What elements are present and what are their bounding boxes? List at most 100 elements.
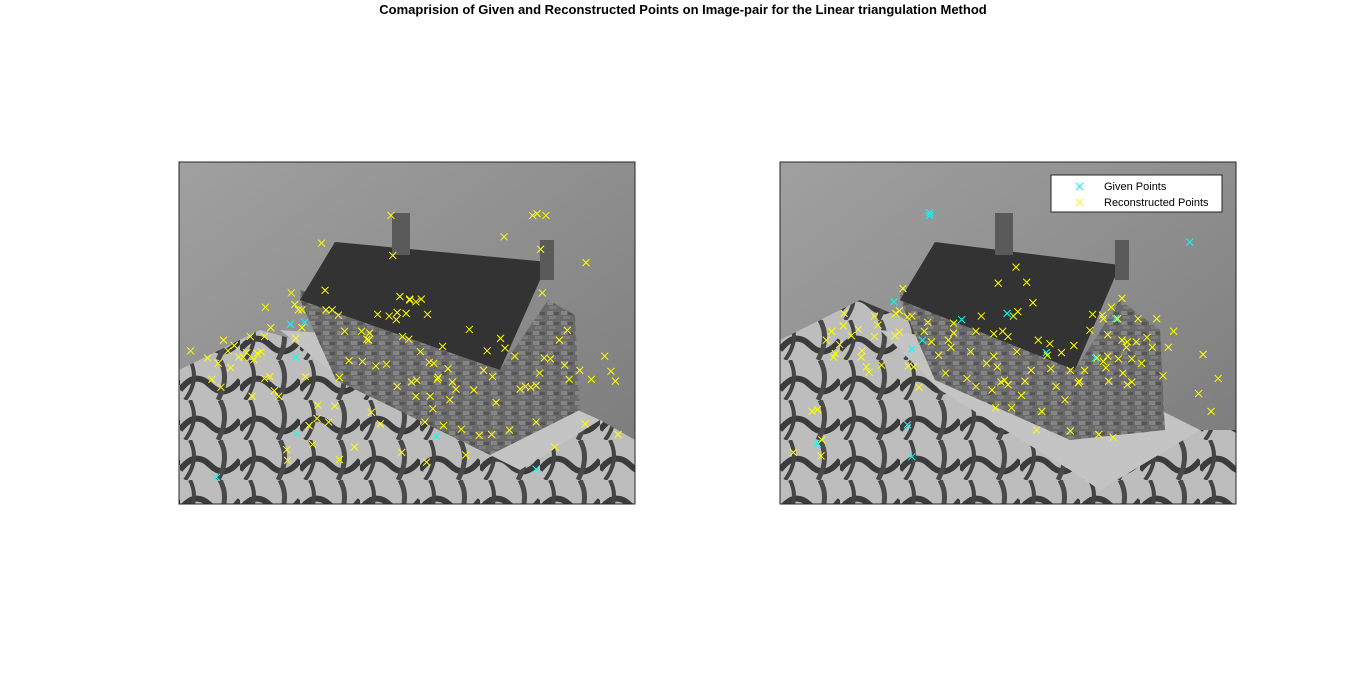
reconstructed-point-0-9: [239, 353, 247, 361]
reconstructed-point-0-81: [581, 419, 589, 428]
reconstructed-point-1-104: [1109, 433, 1117, 442]
reconstructed-point-1-58: [1107, 303, 1116, 312]
reconstructed-point-0-99: [563, 326, 572, 335]
reconstructed-point-0-19: [287, 289, 296, 297]
reconstructed-point-0-97: [488, 372, 497, 381]
reconstructed-point-0-66: [496, 334, 505, 343]
reconstructed-point-0-47: [412, 392, 420, 401]
reconstructed-point-0-5: [224, 346, 232, 355]
legend: Given Points Reconstructed Points: [1050, 174, 1223, 213]
reconstructed-point-1-52: [1074, 379, 1083, 387]
reconstructed-point-1-65: [1143, 333, 1151, 342]
reconstructed-point-1-87: [972, 327, 980, 336]
reconstructed-point-0-125: [405, 296, 414, 304]
reconstructed-point-1-98: [1066, 366, 1075, 375]
scatter-marks-left: [186, 209, 622, 482]
left-axes: [178, 161, 636, 505]
reconstructed-point-1-85: [947, 343, 955, 352]
reconstructed-point-0-32: [340, 327, 349, 336]
reconstructed-point-1-51: [1070, 341, 1078, 350]
reconstructed-point-0-76: [546, 354, 555, 363]
reconstructed-point-0-116: [542, 211, 550, 220]
right-axes: Given Points Reconstructed Points: [779, 161, 1237, 505]
reconstructed-point-0-28: [321, 286, 329, 295]
reconstructed-point-1-33: [982, 359, 991, 368]
reconstructed-point-1-23: [923, 318, 932, 327]
reconstructed-point-1-18: [899, 284, 907, 293]
reconstructed-point-1-116: [1012, 263, 1020, 271]
reconstructed-point-0-96: [423, 310, 432, 319]
reconstructed-point-1-47: [1052, 382, 1060, 391]
reconstructed-point-0-106: [433, 375, 442, 384]
reconstructed-point-1-102: [1102, 363, 1110, 372]
reconstructed-point-0-112: [582, 258, 590, 267]
reconstructed-point-0-74: [535, 369, 544, 377]
reconstructed-point-0-46: [407, 378, 416, 386]
reconstructed-point-1-96: [1034, 336, 1043, 344]
reconstructed-point-1-26: [941, 369, 950, 377]
reconstructed-point-0-25: [308, 440, 317, 449]
reconstructed-point-1-86: [949, 319, 958, 328]
reconstructed-point-0-85: [614, 430, 622, 439]
reconstructed-point-0-129: [385, 312, 394, 320]
reconstructed-point-1-101: [1099, 314, 1108, 323]
reconstructed-point-0-115: [533, 209, 541, 218]
reconstructed-point-1-97: [1046, 339, 1054, 348]
given-point-1-4: [1042, 348, 1051, 357]
reconstructed-point-0-109: [500, 232, 508, 241]
reconstructed-point-0-110: [538, 289, 547, 297]
given-point-1-1: [907, 345, 916, 353]
reconstructed-point-0-40: [382, 360, 391, 369]
given-point-1-5: [1091, 354, 1100, 362]
given-point-0-5: [291, 353, 300, 361]
reconstructed-point-0-77: [550, 443, 559, 451]
reconstructed-point-0-7: [230, 341, 239, 350]
reconstructed-point-0-36: [365, 329, 374, 337]
reconstructed-point-0-108: [445, 395, 454, 404]
reconstructed-point-0-56: [452, 385, 460, 393]
reconstructed-point-0-121: [363, 335, 371, 344]
reconstructed-point-1-68: [1159, 371, 1167, 380]
scatter-marks-right: [789, 208, 1223, 461]
reconstructed-point-0-69: [510, 352, 519, 361]
reconstructed-point-1-35: [991, 403, 1000, 412]
reconstructed-point-0-17: [270, 387, 279, 395]
reconstructed-point-0-68: [505, 426, 514, 434]
reconstructed-point-1-15: [877, 361, 886, 369]
reconstructed-point-0-58: [461, 451, 470, 459]
reconstructed-point-0-4: [219, 336, 228, 344]
reconstructed-point-1-92: [1000, 376, 1009, 385]
reconstructed-point-1-79: [870, 332, 879, 341]
reconstructed-point-1-50: [1066, 427, 1075, 435]
reconstructed-point-0-105: [429, 359, 438, 368]
reconstructed-point-1-99: [1075, 377, 1084, 385]
reconstructed-point-0-80: [565, 375, 573, 384]
reconstructed-point-0-22: [298, 323, 306, 332]
reconstructed-point-1-12: [862, 362, 871, 371]
reconstructed-point-1-22: [920, 327, 929, 336]
reconstructed-point-1-34: [988, 386, 996, 394]
legend-marker-given: [1075, 182, 1084, 191]
given-point-0-6: [292, 429, 301, 438]
reconstructed-point-1-64: [1137, 359, 1146, 368]
reconstructed-point-0-133: [283, 456, 292, 465]
reconstructed-point-1-93: [1004, 380, 1012, 389]
reconstructed-point-0-64: [487, 430, 496, 439]
reconstructed-point-1-4: [822, 336, 831, 344]
given-point-0-0: [212, 473, 221, 482]
reconstructed-point-1-81: [891, 331, 899, 340]
reconstructed-point-0-83: [607, 367, 615, 376]
house-photo-view-2: [780, 162, 1236, 504]
legend-label-reconstructed: Reconstructed Points: [1104, 197, 1209, 209]
legend-label-given: Given Points: [1104, 181, 1167, 193]
reconstructed-point-1-78: [857, 353, 865, 361]
reconstructed-point-1-2: [813, 405, 822, 414]
reconstructed-point-1-25: [934, 351, 943, 360]
reconstructed-point-1-43: [1032, 426, 1041, 434]
reconstructed-point-0-78: [555, 336, 564, 344]
reconstructed-point-1-57: [1103, 352, 1112, 361]
reconstructed-point-0-43: [393, 382, 402, 391]
reconstructed-point-0-84: [611, 377, 620, 385]
reconstructed-point-1-84: [907, 312, 916, 320]
